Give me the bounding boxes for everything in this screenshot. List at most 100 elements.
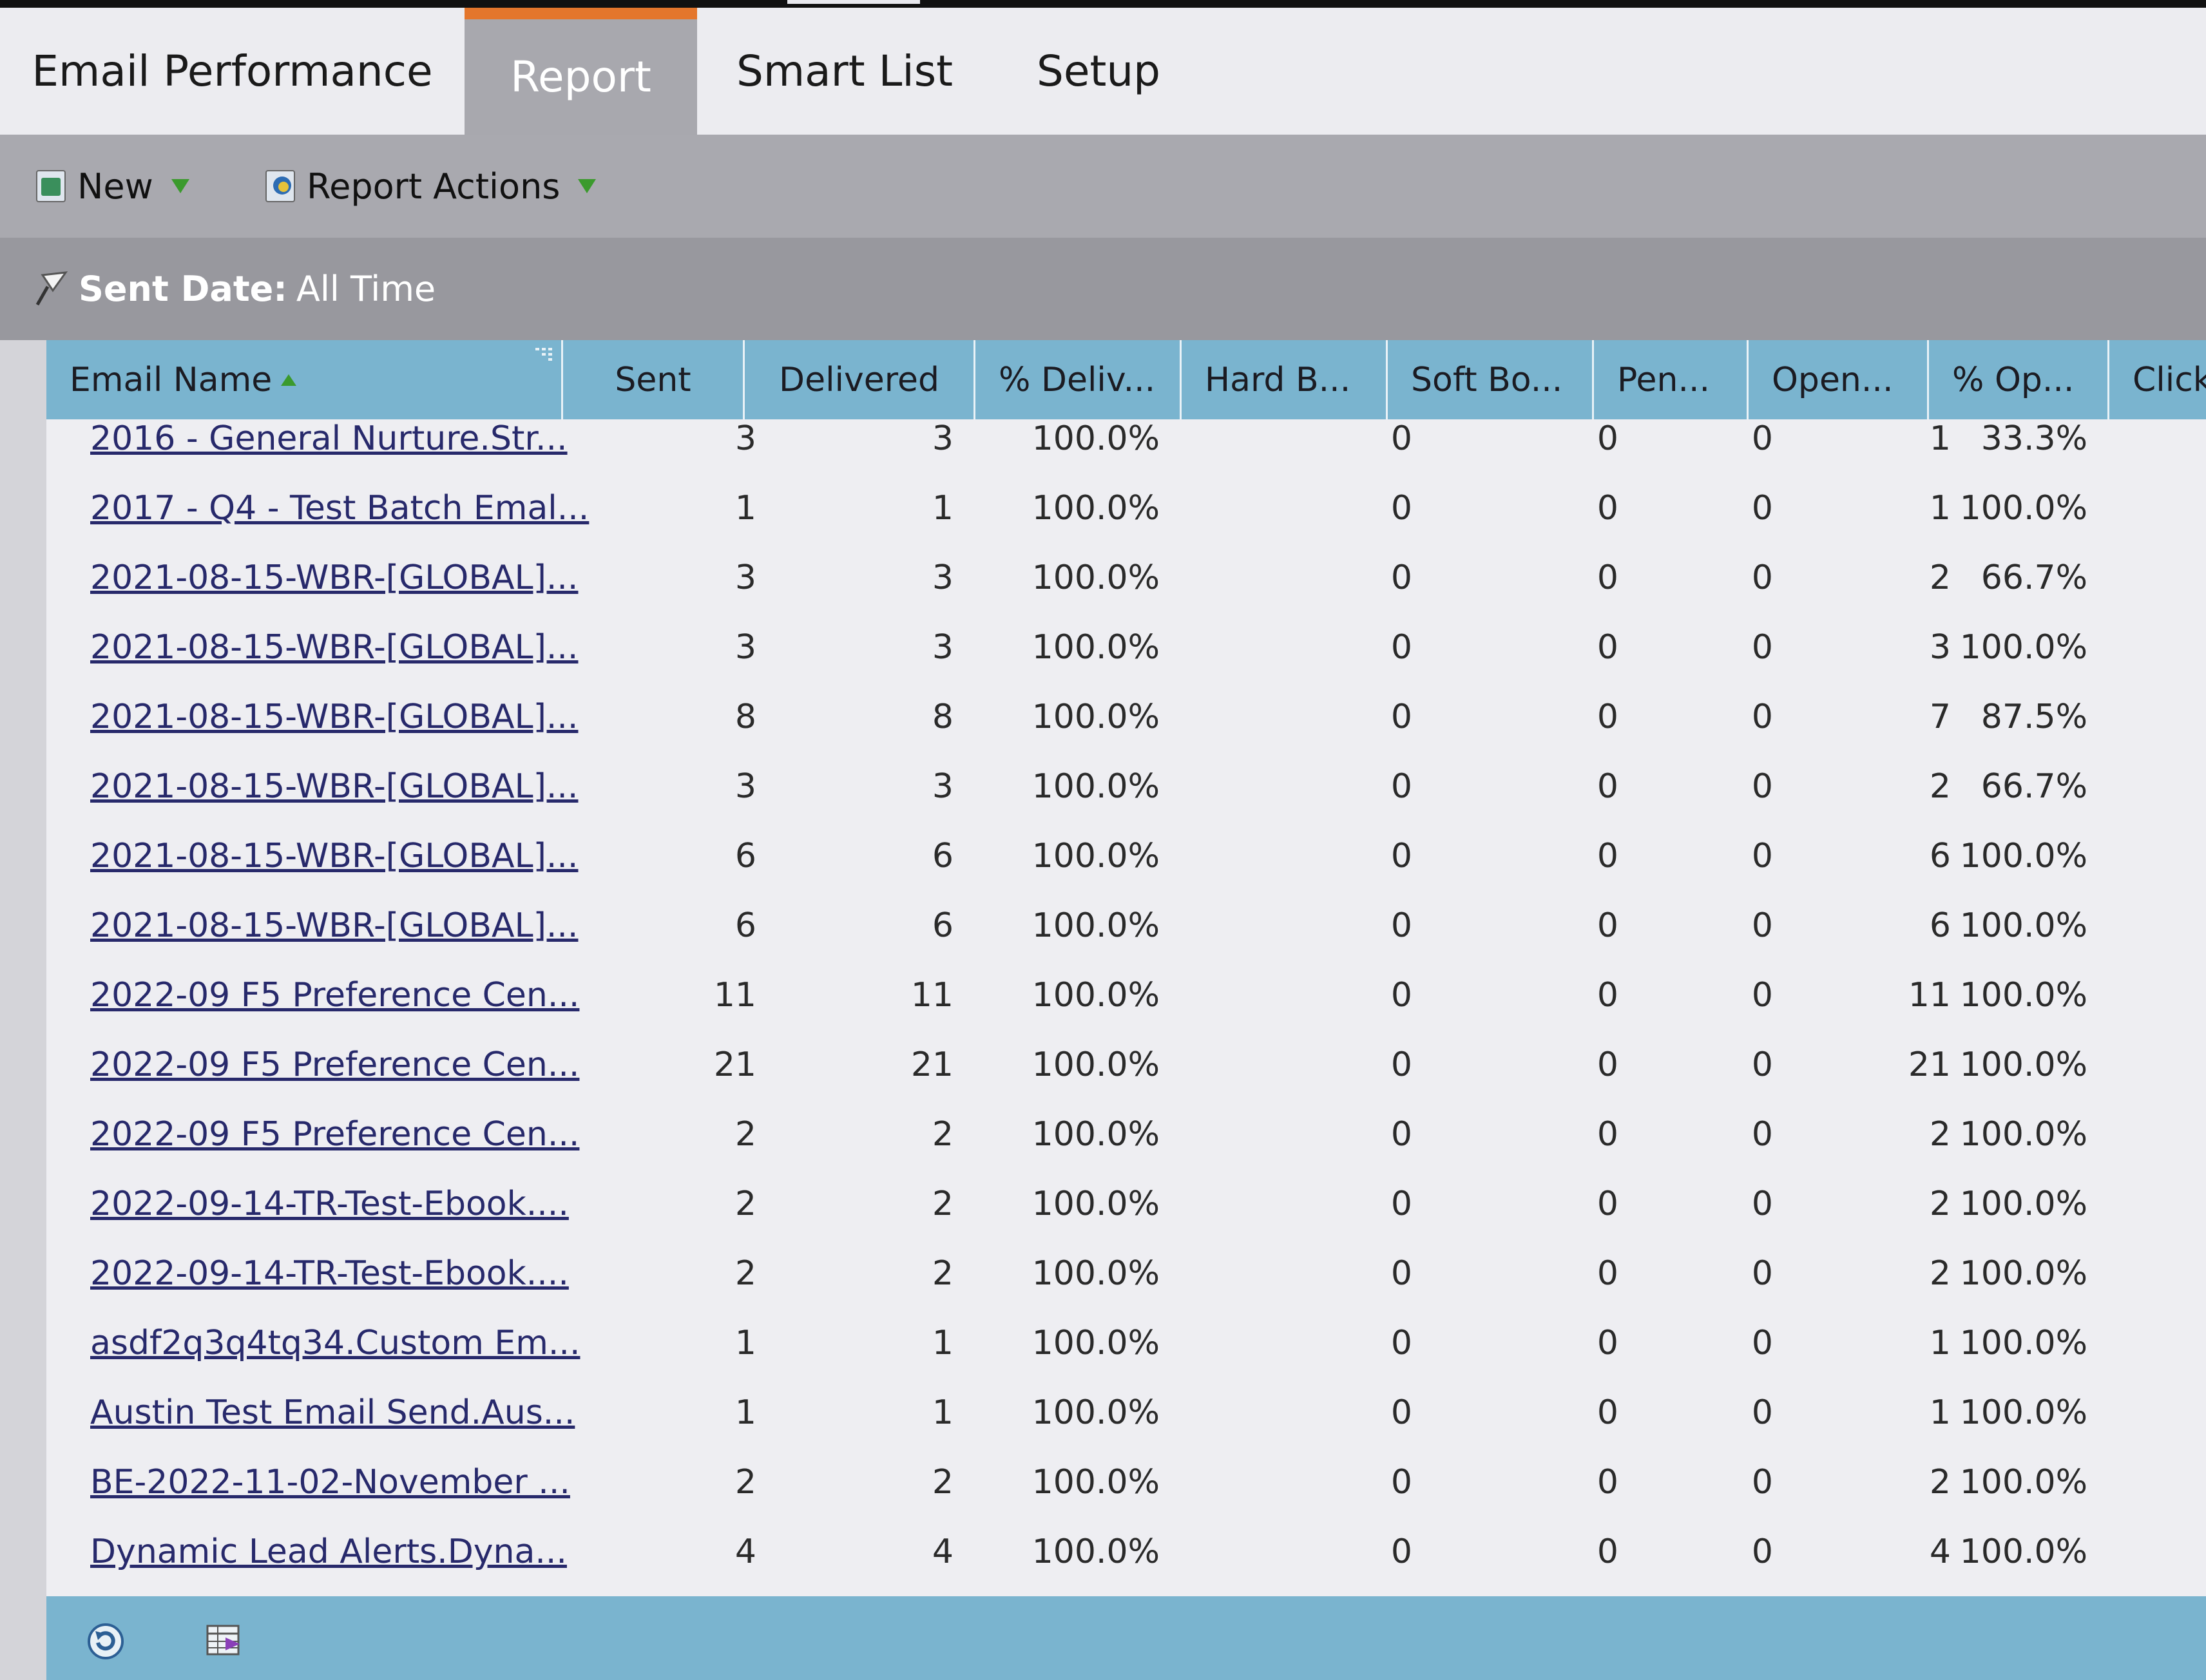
email-name-link[interactable]: asdf2q3q4tq34.Custom Em... xyxy=(90,1324,580,1362)
email-name-link[interactable]: 2017 - Q4 - Test Batch Emal... xyxy=(90,489,590,528)
tab-smart-list[interactable]: Smart List xyxy=(736,46,953,96)
cell-pct-delivered: 100.0% xyxy=(1031,1045,1160,1084)
email-name-link[interactable]: 2021-08-15-WBR-[GLOBAL]... xyxy=(90,837,579,875)
cell-hard-bounced: 0 xyxy=(1390,419,1412,458)
cell-sent: 3 xyxy=(734,558,756,597)
cell-pending: 0 xyxy=(1751,1393,1773,1432)
column-header-pct-opened[interactable]: % Op... xyxy=(1929,340,2109,419)
cell-pct-delivered: 100.0% xyxy=(1031,837,1160,875)
tab-report[interactable]: Report xyxy=(465,8,697,135)
table-row: 2017 - Q4 - Test Batch Emal... 1 1 100.0… xyxy=(46,473,2206,543)
tab-email-performance[interactable]: Email Performance xyxy=(32,46,433,96)
cell-hard-bounced: 0 xyxy=(1390,1463,1412,1502)
cell-sent: 8 xyxy=(734,698,756,736)
cell-pending: 0 xyxy=(1751,489,1773,528)
report-actions-button[interactable]: Report Actions xyxy=(265,135,597,238)
cell-hard-bounced: 0 xyxy=(1390,1185,1412,1223)
email-name-link[interactable]: 2021-08-15-WBR-[GLOBAL]... xyxy=(90,767,579,806)
cell-pct-delivered: 100.0% xyxy=(1031,1324,1160,1362)
cell-soft-bounced: 0 xyxy=(1597,558,1618,597)
table-row: 2021-08-15-WBR-[GLOBAL]... 8 8 100.0% 0 … xyxy=(46,682,2206,752)
export-grid-icon[interactable] xyxy=(206,1622,245,1661)
cell-soft-bounced: 0 xyxy=(1597,698,1618,736)
sort-ascending-icon xyxy=(281,374,297,386)
cell-opened: 1 xyxy=(1929,1393,1951,1432)
email-name-link[interactable]: BE-2022-11-02-November ... xyxy=(90,1463,570,1502)
cell-pending: 0 xyxy=(1751,419,1773,458)
cell-pct-opened: 100.0% xyxy=(1959,837,2087,875)
column-header-soft-bounced[interactable]: Soft Bo... xyxy=(1388,340,1594,419)
refresh-icon[interactable] xyxy=(86,1622,125,1661)
cell-delivered: 2 xyxy=(932,1463,954,1502)
column-header-pending[interactable]: Pen... xyxy=(1594,340,1749,419)
cell-sent: 6 xyxy=(734,837,756,875)
cell-sent: 4 xyxy=(734,1532,756,1571)
column-menu-icon[interactable] xyxy=(534,345,556,365)
cell-delivered: 6 xyxy=(932,837,954,875)
column-header-opened[interactable]: Open... xyxy=(1749,340,1929,419)
email-name-link[interactable]: 2022-09-14-TR-Test-Ebook.... xyxy=(90,1254,569,1293)
cell-soft-bounced: 0 xyxy=(1597,1532,1618,1571)
table-row: Austin Test Email Send.Aus... 1 1 100.0%… xyxy=(46,1378,2206,1447)
cell-pct-delivered: 100.0% xyxy=(1031,698,1160,736)
table-row: 2022-09-14-TR-Test-Ebook.... 2 2 100.0% … xyxy=(46,1169,2206,1239)
chevron-down-icon xyxy=(171,179,189,193)
email-name-link[interactable]: 2022-09 F5 Preference Cen... xyxy=(90,976,580,1015)
cell-delivered: 3 xyxy=(932,558,954,597)
column-header-hard-bounced[interactable]: Hard B... xyxy=(1182,340,1388,419)
table-row: asdf2q3q4tq34.Custom Em... 1 1 100.0% 0 … xyxy=(46,1308,2206,1378)
cell-soft-bounced: 0 xyxy=(1597,1045,1618,1084)
email-name-link[interactable]: 2022-09 F5 Preference Cen... xyxy=(90,1045,580,1084)
cell-opened: 1 xyxy=(1929,1324,1951,1362)
grid-footer xyxy=(46,1596,2206,1680)
cell-pct-delivered: 100.0% xyxy=(1031,1463,1160,1502)
cell-pct-opened: 66.7% xyxy=(1981,767,2087,806)
toolbar: New Report Actions xyxy=(0,135,2206,238)
filter-value[interactable]: All Time xyxy=(296,269,436,309)
cell-pending: 0 xyxy=(1751,1532,1773,1571)
cell-soft-bounced: 0 xyxy=(1597,906,1618,945)
cell-hard-bounced: 0 xyxy=(1390,558,1412,597)
cell-soft-bounced: 0 xyxy=(1597,1463,1618,1502)
cell-delivered: 2 xyxy=(932,1115,954,1154)
cell-opened: 2 xyxy=(1929,1115,1951,1154)
email-name-link[interactable]: 2022-09-14-TR-Test-Ebook.... xyxy=(90,1185,569,1223)
email-name-link[interactable]: Dynamic Lead Alerts.Dyna... xyxy=(90,1532,567,1571)
cell-pct-opened: 100.0% xyxy=(1959,1254,2087,1293)
tab-setup[interactable]: Setup xyxy=(1036,46,1161,96)
column-header-delivered[interactable]: Delivered xyxy=(745,340,975,419)
email-name-link[interactable]: 2022-09 F5 Preference Cen... xyxy=(90,1115,580,1154)
cell-opened: 6 xyxy=(1929,906,1951,945)
cell-pct-opened: 87.5% xyxy=(1981,698,2087,736)
email-name-link[interactable]: 2021-08-15-WBR-[GLOBAL]... xyxy=(90,698,579,736)
new-button[interactable]: New xyxy=(36,135,189,238)
new-report-icon xyxy=(36,170,66,202)
email-name-link[interactable]: 2021-08-15-WBR-[GLOBAL]... xyxy=(90,628,579,667)
cell-pct-opened: 100.0% xyxy=(1959,1045,2087,1084)
table-row: 2021-08-15-WBR-[GLOBAL]... 3 3 100.0% 0 … xyxy=(46,752,2206,821)
new-button-label: New xyxy=(77,166,153,207)
column-header-pct-delivered[interactable]: % Deliv... xyxy=(975,340,1182,419)
cell-opened: 2 xyxy=(1929,1254,1951,1293)
cell-pct-opened: 100.0% xyxy=(1959,906,2087,945)
top-strip-segment xyxy=(787,0,920,4)
cell-opened: 2 xyxy=(1929,767,1951,806)
cell-pct-opened: 100.0% xyxy=(1959,1324,2087,1362)
email-name-link[interactable]: 2021-08-15-WBR-[GLOBAL]... xyxy=(90,906,579,945)
table-row: 2022-09 F5 Preference Cen... 2 2 100.0% … xyxy=(46,1100,2206,1169)
filter-label: Sent Date: xyxy=(79,269,287,309)
table-row: 2021-08-15-WBR-[GLOBAL]... 6 6 100.0% 0 … xyxy=(46,891,2206,960)
filter-bar[interactable]: Sent Date: All Time xyxy=(0,238,2206,340)
column-header-email-name[interactable]: Email Name xyxy=(46,340,563,419)
cell-sent: 2 xyxy=(734,1185,756,1223)
column-header-clicked[interactable]: Click xyxy=(2133,360,2206,399)
cell-pct-opened: 100.0% xyxy=(1959,628,2087,667)
email-name-link[interactable]: 2021-08-15-WBR-[GLOBAL]... xyxy=(90,558,579,597)
cell-opened: 1 xyxy=(1929,419,1951,458)
cell-delivered: 3 xyxy=(932,767,954,806)
email-name-link[interactable]: 2016 - General Nurture.Str... xyxy=(90,419,568,458)
cell-delivered: 4 xyxy=(932,1532,954,1571)
email-name-link[interactable]: Austin Test Email Send.Aus... xyxy=(90,1393,575,1432)
cell-delivered: 2 xyxy=(932,1254,954,1293)
column-header-sent[interactable]: Sent xyxy=(563,340,745,419)
